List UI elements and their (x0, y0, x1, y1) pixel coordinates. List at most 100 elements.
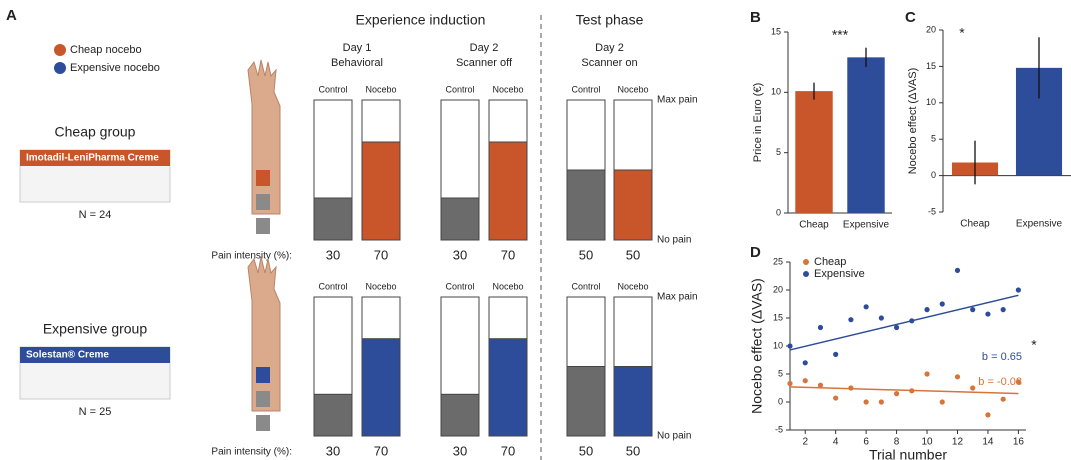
y-axis-label: Nocebo effect (ΔVAS) (749, 278, 765, 414)
package-product: Solestan® Creme (26, 350, 109, 361)
y-tick-label: 0 (776, 207, 781, 217)
point (848, 385, 853, 390)
bar-label: Control (445, 281, 474, 291)
annotation: * (959, 25, 965, 41)
phase-label: Experience induction (356, 12, 486, 28)
arm-patch (256, 391, 270, 407)
point (879, 399, 884, 404)
bar (847, 57, 884, 213)
legend-label: Cheap (814, 256, 846, 268)
x-tick-label: 16 (1013, 437, 1025, 448)
legend-swatch (803, 271, 809, 277)
y-tick-label: 10 (771, 87, 781, 97)
arm-patch (256, 170, 270, 186)
x-tick-label: Expensive (1016, 219, 1063, 230)
pain-bar (314, 198, 352, 240)
scale-min: No pain (657, 431, 691, 442)
y-tick-label: 15 (771, 26, 781, 36)
row-label: Pain intensity (%): (211, 447, 292, 458)
point (1016, 287, 1021, 292)
point (1001, 307, 1006, 312)
point (864, 304, 869, 309)
group-n: N = 25 (79, 406, 112, 418)
arm-patch (256, 218, 270, 234)
y-tick-label: 20 (926, 24, 936, 34)
y-tick-label: -5 (928, 206, 936, 216)
point (955, 374, 960, 379)
point (848, 317, 853, 322)
pain-bar (489, 142, 527, 240)
legend-label: Cheap nocebo (70, 44, 142, 56)
pain-bar (614, 170, 652, 240)
pain-bar (441, 198, 479, 240)
session-day: Day 2 (470, 42, 499, 54)
y-tick-label: 0 (778, 396, 783, 406)
x-tick-label: Expensive (843, 220, 890, 231)
bar-label: Control (445, 84, 474, 94)
bar (795, 91, 832, 213)
pain-value: 70 (374, 247, 388, 262)
group-n: N = 24 (79, 209, 112, 221)
x-tick-label: 4 (833, 437, 839, 448)
legend-swatch (54, 44, 66, 56)
pain-bar (567, 170, 605, 240)
scale-max: Max pain (657, 95, 698, 106)
pain-value: 50 (626, 247, 640, 262)
point (924, 371, 929, 376)
pain-value: 70 (501, 443, 515, 458)
legend-label: Expensive nocebo (70, 62, 160, 74)
annotation: * (1031, 337, 1037, 353)
panel-letter: B (750, 9, 761, 26)
legend-swatch (803, 259, 809, 265)
annotation: *** (832, 27, 849, 43)
figure: ADay 1BehavioralDay 2Scanner offExperien… (0, 0, 1071, 460)
x-tick-label: 2 (802, 437, 808, 448)
bar-label: Control (571, 84, 600, 94)
x-axis-label: Trial number (869, 447, 947, 460)
arm-patch (256, 415, 270, 431)
bar-label: Control (318, 281, 347, 291)
x-tick-label: Cheap (960, 219, 990, 230)
point (940, 301, 945, 306)
pain-value: 50 (579, 247, 593, 262)
point (879, 315, 884, 320)
y-tick-label: 5 (778, 368, 783, 378)
pain-value: 70 (374, 443, 388, 458)
y-tick-label: 20 (773, 284, 783, 294)
x-tick-label: Cheap (799, 220, 829, 231)
point (803, 378, 808, 383)
pain-value: 30 (453, 247, 467, 262)
pain-value: 50 (579, 443, 593, 458)
y-tick-label: 15 (773, 312, 783, 322)
bar-label: Nocebo (617, 281, 648, 291)
bar-label: Control (571, 281, 600, 291)
y-tick-label: 10 (773, 340, 783, 350)
point (940, 399, 945, 404)
scale-min: No pain (657, 235, 691, 246)
point (985, 311, 990, 316)
point (833, 352, 838, 357)
point (894, 391, 899, 396)
legend-swatch (54, 62, 66, 74)
bar-label: Nocebo (492, 84, 523, 94)
point (970, 307, 975, 312)
arm (248, 60, 280, 214)
pain-bar (314, 394, 352, 436)
arm-patch (256, 194, 270, 210)
panel-letter: A (6, 7, 17, 24)
bar-label: Nocebo (617, 84, 648, 94)
point (833, 395, 838, 400)
y-tick-label: 25 (773, 256, 783, 266)
pain-bar (489, 339, 527, 436)
bar-label: Control (318, 84, 347, 94)
arm (248, 257, 280, 411)
pain-bar (362, 142, 400, 240)
pain-bar (441, 394, 479, 436)
point (787, 343, 792, 348)
point (909, 318, 914, 323)
y-axis-label: Price in Euro (€) (752, 83, 764, 162)
point (909, 388, 914, 393)
pain-bar (614, 367, 652, 437)
pain-value: 50 (626, 443, 640, 458)
group-name: Cheap group (55, 124, 136, 140)
